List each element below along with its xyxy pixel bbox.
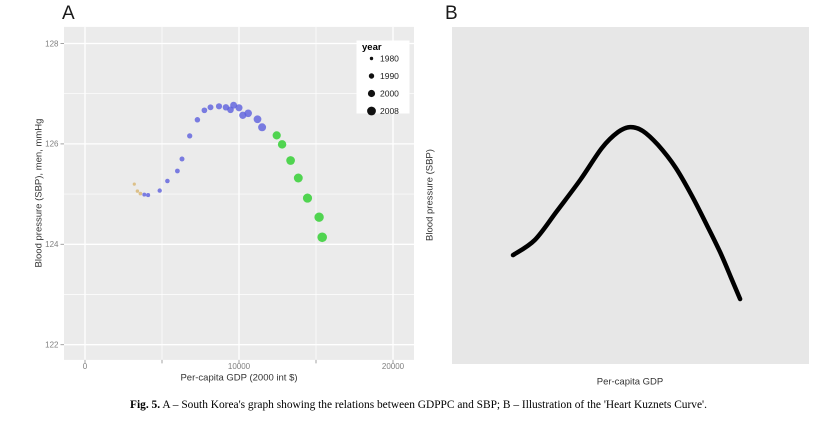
scatter-point <box>253 115 262 124</box>
panel-a-x-axis-title: Per-capita GDP (2000 int $) <box>180 372 298 384</box>
panel-a-label: A <box>62 3 75 24</box>
scatter-point <box>194 117 201 123</box>
scatter-point <box>201 107 208 114</box>
scatter-point <box>277 140 287 149</box>
legend-size-dot <box>367 89 376 98</box>
scatter-point <box>230 101 238 109</box>
scatter-point <box>272 131 281 140</box>
caption-text: A – South Korea's graph showing the rela… <box>160 399 707 411</box>
scatter-point <box>175 168 180 174</box>
legend-entry-label: 1990 <box>380 71 399 81</box>
x-tick-label: 10000 <box>228 362 251 371</box>
panel-b-y-axis-title: Blood pressure (SBP) <box>424 149 436 241</box>
panel-b-x-axis-title: Per-capita GDP <box>596 376 664 388</box>
kuznets-curve <box>510 124 743 302</box>
legend-size-dot <box>368 73 375 79</box>
panel-a-y-axis-title: Blood pressure (SBP), men, mmHg <box>33 118 45 268</box>
legend-entry-label: 2008 <box>380 106 399 116</box>
scatter-point <box>207 104 214 111</box>
legend-size-dot <box>369 56 374 61</box>
x-tick-label: 20000 <box>382 362 405 371</box>
legend-size-dot <box>367 106 376 116</box>
legend-title: year <box>362 42 382 53</box>
y-tick-label: 124 <box>45 240 59 249</box>
legend-entry-label: 2000 <box>380 89 399 99</box>
scatter-point <box>293 173 303 183</box>
y-tick-label: 126 <box>45 140 59 149</box>
scatter-point <box>302 193 313 203</box>
scatter-point <box>138 191 143 196</box>
panel-b-label: B <box>445 3 458 24</box>
scatter-point <box>235 104 243 112</box>
figure-caption: Fig. 5. A – South Korea's graph showing … <box>0 399 837 411</box>
scatter-point <box>286 156 295 165</box>
panel-b-plot-area <box>452 27 809 364</box>
x-tick-label: 0 <box>83 362 88 371</box>
scatter-point <box>244 109 252 118</box>
scatter-point <box>135 189 140 193</box>
scatter-point <box>157 188 162 193</box>
scatter-point <box>187 133 193 139</box>
y-tick-label: 128 <box>45 39 59 48</box>
caption-prefix: Fig. 5. <box>130 399 161 411</box>
scatter-point <box>317 232 327 243</box>
legend-entry-label: 1980 <box>380 54 399 64</box>
scatter-point <box>314 212 324 222</box>
scatter-point <box>142 192 147 197</box>
scatter-point <box>165 178 170 184</box>
scatter-point <box>179 156 185 162</box>
legend-box <box>356 40 410 114</box>
y-tick-label: 122 <box>45 341 59 350</box>
scatter-point <box>132 182 136 186</box>
scatter-point <box>258 123 267 132</box>
scatter-point <box>146 193 151 198</box>
scatter-point <box>215 103 223 110</box>
